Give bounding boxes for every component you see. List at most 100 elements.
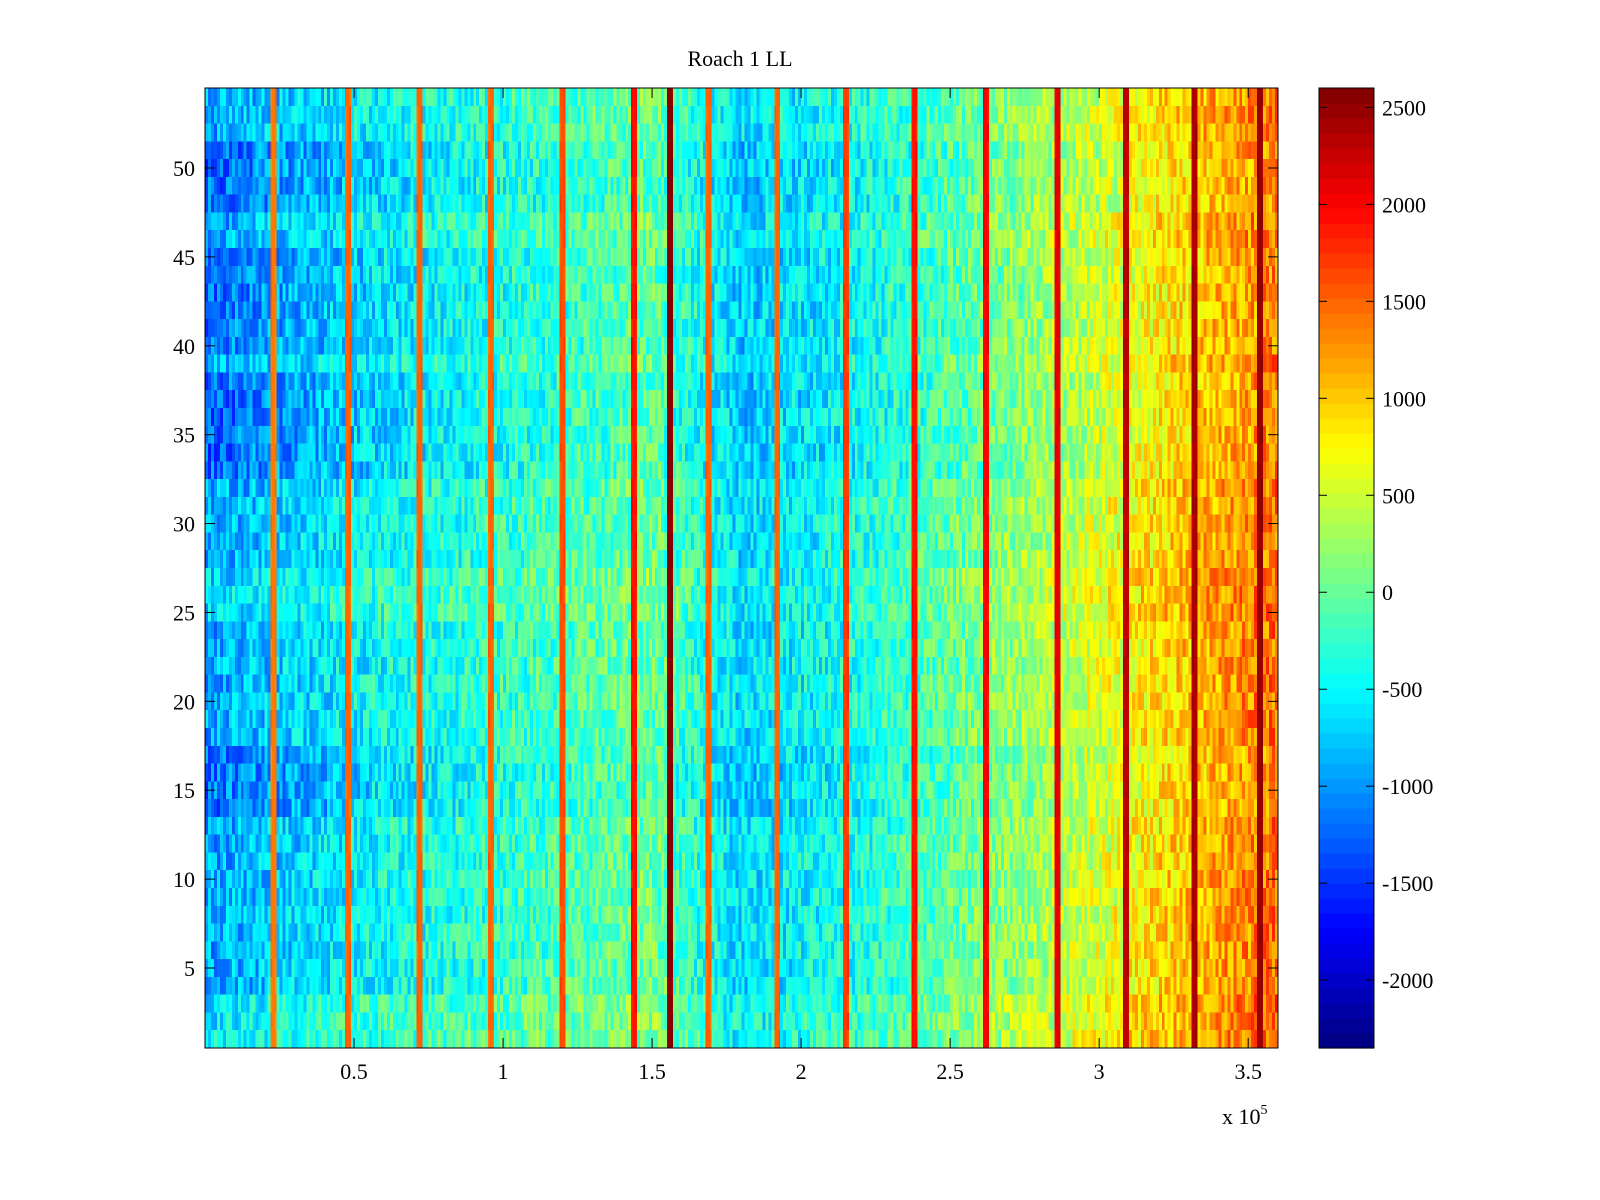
colorbar-segment	[1319, 478, 1374, 494]
y-tick-label: 30	[173, 512, 195, 537]
colorbar-segment	[1319, 643, 1374, 659]
colorbar-segment	[1319, 508, 1374, 524]
y-axis: 5 10 15 20 25 30 35 40 45 50	[173, 156, 1278, 981]
colorbar-segment	[1319, 133, 1374, 149]
colorbar-segment	[1319, 928, 1374, 944]
colorbar-segment	[1319, 403, 1374, 419]
colorbar-segment	[1319, 943, 1374, 959]
heatmap-bright-line	[272, 88, 276, 1048]
colorbar-segment	[1319, 883, 1374, 899]
x-tick-label: 3	[1094, 1059, 1105, 1084]
heatmap-bright-line	[912, 88, 916, 1048]
colorbar-segment	[1319, 733, 1374, 749]
colorbar-segment	[1319, 418, 1374, 434]
colorbar-segment	[1319, 238, 1374, 254]
colorbar-segment	[1319, 208, 1374, 224]
y-tick-label: 5	[184, 956, 195, 981]
colorbar-gradient	[1319, 88, 1374, 1049]
colorbar-segment	[1319, 658, 1374, 674]
colorbar-segment	[1319, 1033, 1374, 1049]
colorbar-ticks: 2500 2000 1500 1000 500 0 -500 -1000 -1500 -2000	[1319, 95, 1433, 993]
colorbar-tick-label: -2000	[1382, 968, 1433, 993]
colorbar-tick-label: 0	[1382, 580, 1393, 605]
colorbar-segment	[1319, 343, 1374, 359]
heatmap-bright-line	[984, 88, 988, 1048]
heatmap-image	[205, 88, 1278, 1048]
x-axis-multiplier-exponent: 5	[1261, 1103, 1268, 1118]
colorbar-segment	[1319, 223, 1374, 239]
colorbar-segment	[1319, 613, 1374, 629]
colorbar-tick-label: 1500	[1382, 289, 1426, 314]
y-tick-label: 10	[173, 867, 195, 892]
colorbar-segment	[1319, 583, 1374, 599]
x-axis-multiplier-label: x 105	[1222, 1103, 1268, 1129]
colorbar-tick-label: -500	[1382, 677, 1422, 702]
colorbar-segment	[1319, 703, 1374, 719]
colorbar-segment	[1319, 673, 1374, 689]
colorbar-segment	[1319, 313, 1374, 329]
colorbar-segment	[1319, 973, 1374, 989]
colorbar-segment	[1319, 778, 1374, 794]
heatmap-bright-line	[418, 88, 422, 1048]
x-axis: 0.5 1 1.5 2 2.5 3 3.5	[340, 88, 1262, 1084]
colorbar-segment	[1319, 868, 1374, 884]
colorbar-segment	[1319, 298, 1374, 314]
y-tick-label: 20	[173, 689, 195, 714]
x-tick-label: 2.5	[936, 1059, 964, 1084]
colorbar-segment	[1319, 688, 1374, 704]
y-tick-label: 45	[173, 245, 195, 270]
colorbar-frame	[1318, 87, 1375, 1049]
colorbar-segment	[1319, 553, 1374, 569]
colorbar-tick-label: 1000	[1382, 386, 1426, 411]
colorbar-segment	[1319, 178, 1374, 194]
x-tick-label: 2	[796, 1059, 807, 1084]
colorbar-segment	[1319, 568, 1374, 584]
heatmap-bright-line	[707, 88, 711, 1048]
colorbar-segment	[1319, 88, 1374, 104]
x-tick-label: 3.5	[1234, 1059, 1262, 1084]
heatmap-bright-line	[1258, 88, 1262, 1048]
colorbar-segment	[1319, 433, 1374, 449]
colorbar-segment	[1319, 373, 1374, 389]
colorbar-segment	[1319, 118, 1374, 134]
colorbar-segment	[1319, 988, 1374, 1004]
colorbar-segment	[1319, 538, 1374, 554]
colorbar-segment	[1319, 268, 1374, 284]
y-tick-label: 25	[173, 600, 195, 625]
heatmap-cells	[205, 88, 1278, 1048]
colorbar-segment	[1319, 838, 1374, 854]
y-tick-label: 40	[173, 334, 195, 359]
colorbar-segment	[1319, 523, 1374, 539]
y-tick-label: 35	[173, 423, 195, 448]
heatmap-bright-line	[1193, 88, 1197, 1048]
colorbar-segment	[1319, 763, 1374, 779]
heatmap-bright-line	[561, 88, 565, 1048]
heatmap-bright-line	[489, 88, 493, 1048]
colorbar-segment	[1319, 388, 1374, 404]
colorbar-tick-label: 500	[1382, 483, 1415, 508]
colorbar-segment	[1319, 823, 1374, 839]
colorbar-segment	[1319, 328, 1374, 344]
colorbar-segment	[1319, 493, 1374, 509]
colorbar-segment	[1319, 283, 1374, 299]
heatmap-bright-line	[844, 88, 848, 1048]
heatmap-bright-line	[1124, 88, 1128, 1048]
colorbar-segment	[1319, 103, 1374, 119]
x-tick-label: 1	[498, 1059, 509, 1084]
x-axis-multiplier-base: x 10	[1222, 1104, 1261, 1129]
colorbar-segment	[1319, 1003, 1374, 1019]
colorbar-segment	[1319, 148, 1374, 164]
colorbar-segment	[1319, 898, 1374, 914]
plot-frame	[204, 87, 1279, 1049]
colorbar-tick-label: -1500	[1382, 871, 1433, 896]
colorbar-tick-label: 2000	[1382, 192, 1426, 217]
colorbar-segment	[1319, 163, 1374, 179]
y-tick-label: 15	[173, 778, 195, 803]
colorbar-segment	[1319, 718, 1374, 734]
colorbar-segment	[1319, 628, 1374, 644]
colorbar-segment	[1319, 1018, 1374, 1034]
chart-title: Roach 1 LL	[687, 46, 792, 71]
heatmap-bright-line	[1055, 88, 1059, 1048]
colorbar-segment	[1319, 358, 1374, 374]
